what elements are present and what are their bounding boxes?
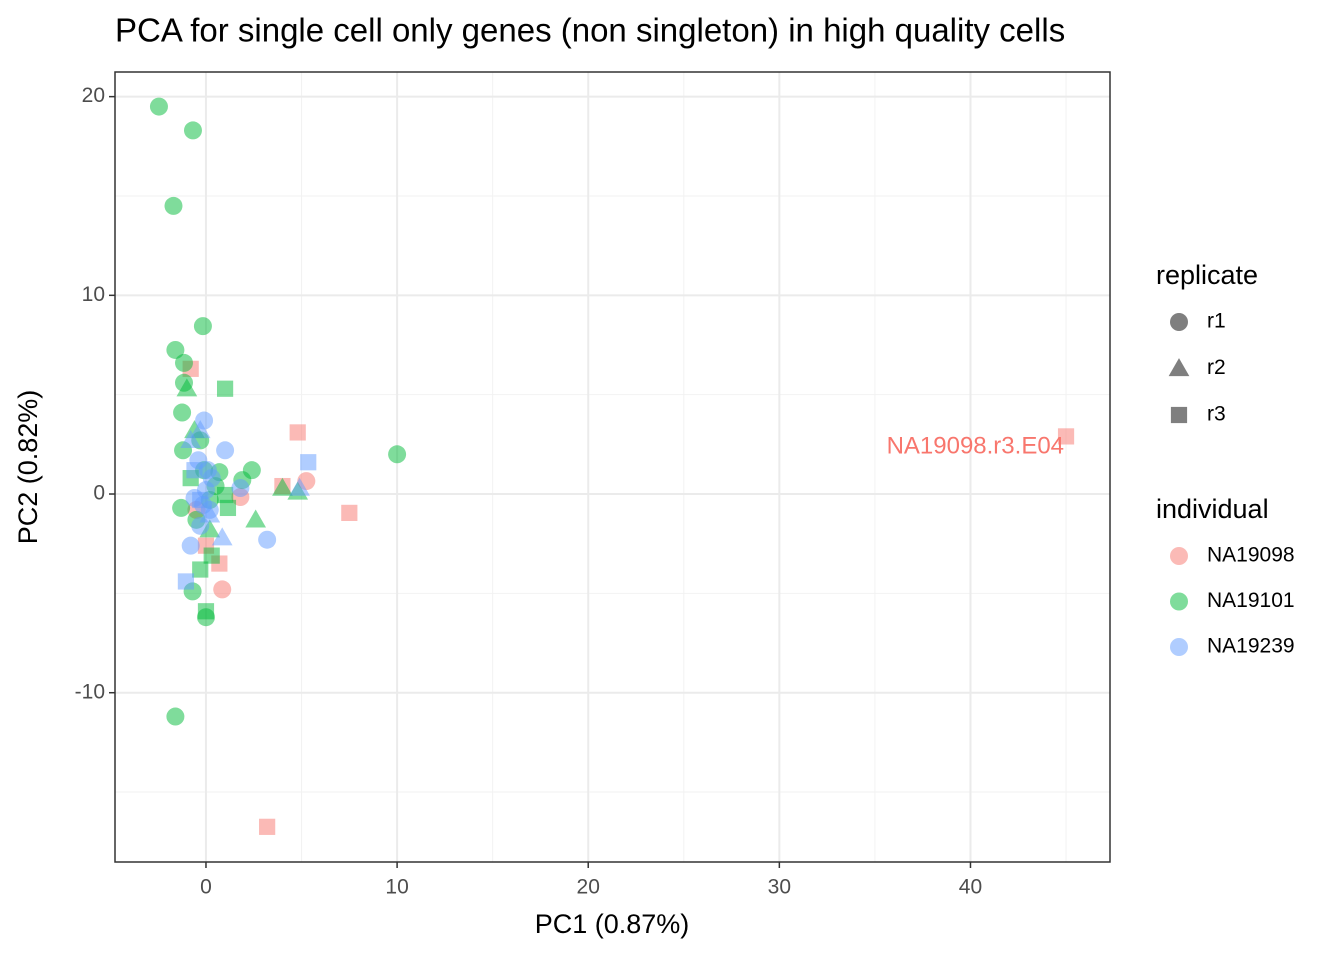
y-tick-label: -10 [75, 680, 105, 703]
legend-label: r3 [1207, 403, 1226, 426]
annotation: NA19098.r3.E04 [887, 433, 1064, 460]
x-tick-label: 10 [385, 876, 408, 899]
point [258, 530, 277, 549]
point [166, 340, 185, 359]
legend-marker [1170, 547, 1188, 565]
point [216, 441, 235, 460]
y-tick-label: 10 [82, 283, 105, 306]
legend-label: NA19101 [1207, 589, 1295, 612]
point [180, 430, 202, 449]
point [193, 317, 212, 336]
point [231, 479, 250, 498]
point [259, 818, 276, 835]
x-tick-label: 30 [768, 876, 791, 899]
point [183, 121, 202, 140]
y-tick-label: 0 [93, 482, 105, 505]
point [198, 461, 217, 480]
chart-title: PCA for single cell only genes (non sing… [115, 12, 1065, 49]
legend-title: individual [1156, 494, 1269, 524]
point [197, 603, 215, 620]
legend-label: NA19239 [1207, 635, 1295, 658]
point [245, 509, 267, 528]
legend-marker [1170, 313, 1188, 331]
x-tick-label: 40 [959, 876, 982, 899]
legend-marker [1170, 638, 1188, 656]
point [289, 477, 310, 496]
x-axis-label: PC1 (0.87%) [535, 909, 690, 939]
x-tick-label: 0 [200, 876, 212, 899]
point [181, 536, 200, 555]
point [1057, 428, 1075, 445]
point [166, 707, 185, 726]
point [203, 547, 220, 564]
point [211, 527, 233, 546]
x-tick-label: 20 [577, 876, 600, 899]
y-tick-label: 20 [82, 84, 105, 107]
y-axis-label: PC2 (0.82%) [13, 390, 43, 545]
legend-label: NA19098 [1207, 544, 1295, 567]
legend-marker [1170, 406, 1188, 424]
point [216, 486, 234, 504]
legend-label: r1 [1207, 310, 1226, 333]
point [172, 498, 191, 517]
point [189, 420, 211, 439]
point [341, 504, 358, 521]
point [272, 477, 293, 496]
point [149, 97, 168, 116]
point [388, 445, 407, 464]
point [176, 378, 198, 397]
legend-title: replicate [1156, 260, 1258, 290]
legend-marker [1168, 358, 1190, 377]
point [216, 380, 234, 397]
point [174, 353, 193, 372]
point [173, 403, 192, 422]
plot-border [114, 71, 1111, 863]
point [219, 499, 237, 517]
point [289, 424, 306, 441]
point [177, 573, 195, 590]
point [192, 561, 209, 578]
point [199, 504, 221, 523]
grid [115, 72, 1110, 862]
point [164, 196, 183, 215]
legend-label: r2 [1207, 356, 1226, 379]
point [300, 454, 317, 471]
legend-marker [1170, 592, 1188, 611]
point [213, 580, 232, 599]
